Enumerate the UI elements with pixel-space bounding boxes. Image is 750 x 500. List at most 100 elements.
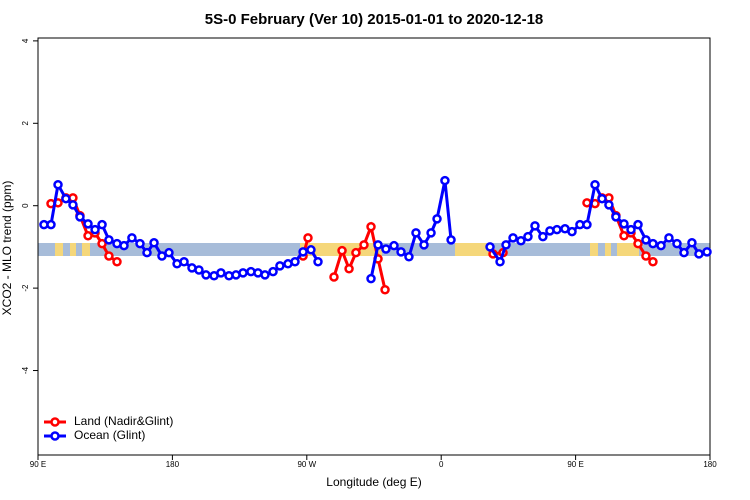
point [619, 219, 629, 229]
point [633, 219, 643, 230]
y-tick-label: 2 [21, 121, 30, 126]
point [104, 235, 114, 245]
point [68, 200, 78, 210]
y-tick-label: 0 [21, 203, 30, 208]
point [380, 285, 390, 295]
y-tick-label: -4 [21, 366, 30, 374]
point [552, 224, 562, 235]
y-axis-label: XCO2 - MLO trend (ppm) [0, 181, 14, 316]
point [61, 193, 71, 204]
point [604, 200, 614, 210]
point [419, 240, 429, 250]
point [426, 228, 436, 238]
x-tick-label: 180 [703, 460, 717, 469]
point [164, 247, 174, 258]
point [46, 219, 56, 230]
point [157, 251, 167, 261]
point [112, 256, 122, 267]
legend-label: Ocean (Glint) [74, 428, 145, 442]
point [501, 240, 511, 250]
point [626, 224, 636, 235]
point [495, 256, 505, 267]
point [201, 270, 211, 280]
point [381, 244, 391, 254]
point [485, 242, 495, 252]
point [582, 219, 592, 230]
point [75, 212, 85, 222]
point [313, 256, 323, 267]
point [664, 233, 674, 243]
point [119, 240, 129, 251]
point [238, 268, 248, 278]
point [538, 231, 548, 242]
point [590, 179, 600, 190]
point [523, 231, 533, 242]
point [611, 212, 621, 222]
point [216, 268, 226, 278]
point [83, 219, 93, 229]
y-tick-label: 4 [21, 38, 30, 43]
point [702, 247, 712, 257]
point [329, 272, 339, 282]
point [127, 233, 137, 243]
point [149, 238, 159, 248]
point [656, 240, 666, 251]
point [366, 221, 376, 232]
point [275, 261, 285, 271]
point [290, 256, 300, 267]
point [633, 238, 643, 249]
point [446, 235, 456, 245]
point [404, 252, 414, 262]
point [351, 247, 361, 258]
point [90, 224, 100, 235]
point [298, 247, 308, 257]
point [508, 233, 518, 243]
point [97, 219, 107, 230]
point [567, 226, 577, 237]
point [337, 245, 347, 256]
point [179, 256, 189, 267]
point [142, 247, 152, 258]
land-ocean-strip [38, 243, 710, 256]
point [97, 238, 107, 249]
x-tick-label: 0 [439, 460, 444, 469]
x-tick-label: 180 [166, 460, 180, 469]
point [641, 235, 651, 245]
plot-frame [37, 37, 711, 456]
point [687, 238, 697, 248]
y-tick-label: -2 [21, 284, 30, 292]
point [104, 251, 114, 261]
point [648, 256, 658, 267]
point [268, 266, 278, 277]
x-tick-label: 90 W [297, 460, 316, 469]
point [516, 235, 526, 246]
point [344, 264, 354, 274]
point [648, 238, 658, 249]
point [530, 221, 540, 231]
point [432, 214, 442, 224]
point [694, 249, 704, 259]
point [260, 270, 270, 280]
point [135, 238, 145, 249]
point [679, 247, 689, 258]
legend-marker [50, 417, 60, 427]
x-axis-label: Longitude (deg E) [326, 475, 421, 489]
point [389, 240, 399, 251]
point [359, 240, 369, 250]
chart-title: 5S-0 February (Ver 10) 2015-01-01 to 202… [205, 11, 544, 28]
point [672, 238, 682, 249]
point [597, 193, 607, 204]
legend-label: Land (Nadir&Glint) [74, 414, 173, 428]
point [306, 245, 316, 255]
x-tick-label: 90 E [30, 460, 46, 469]
legend-marker [50, 431, 60, 441]
point [396, 247, 406, 257]
point [641, 251, 651, 261]
point [194, 265, 204, 275]
series [39, 175, 712, 284]
point [303, 233, 313, 243]
point [373, 240, 383, 250]
point [366, 273, 376, 284]
x-tick-label: 90 E [567, 460, 583, 469]
